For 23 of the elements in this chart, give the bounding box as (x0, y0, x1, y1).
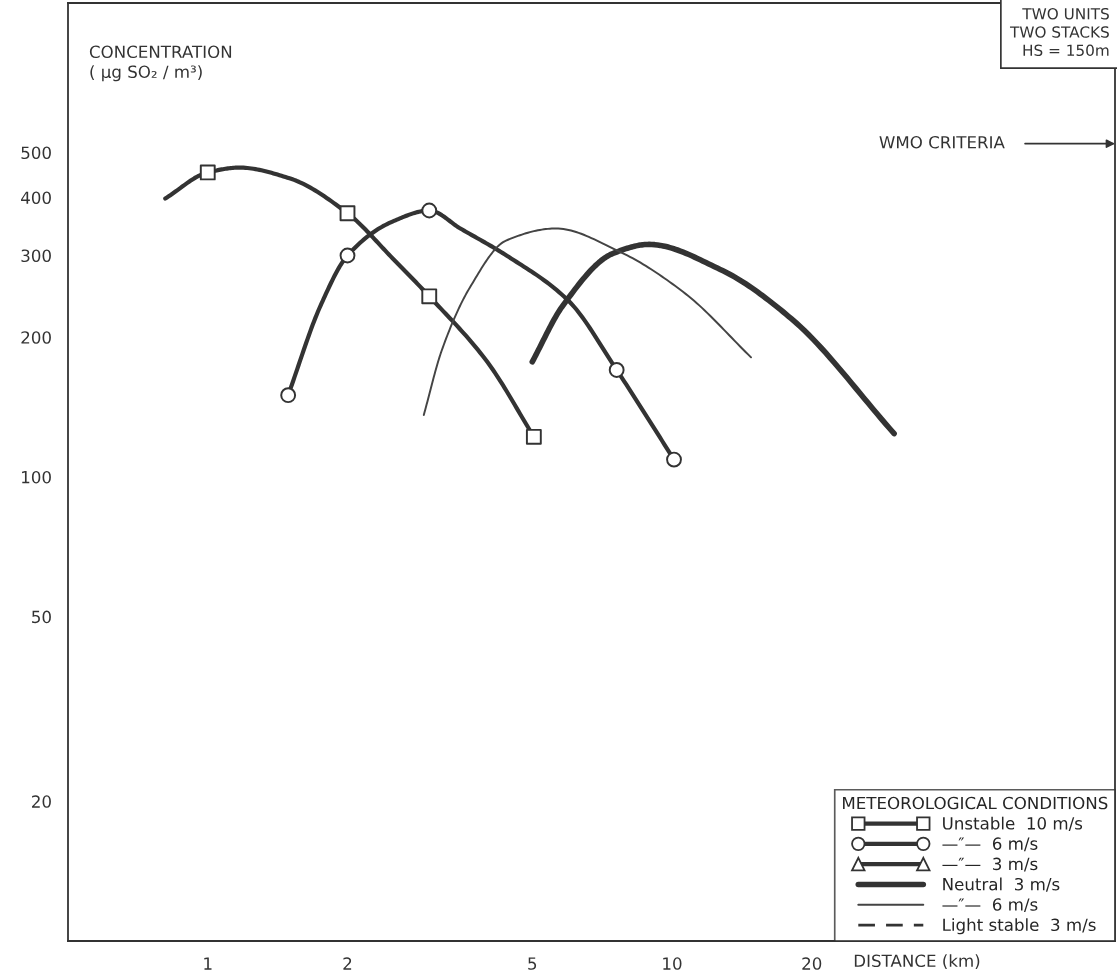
legend-title: METEOROLOGICAL CONDITIONS (843, 796, 1108, 810)
legend-label: —″— 6 m/s (942, 898, 1038, 913)
x-tick-label: 10 (663, 957, 682, 970)
x-tick-label: 2 (343, 957, 352, 970)
annotation: WMO CRITERIA (879, 135, 1005, 149)
y-axis-title: CONCENTRATION ( μg SO₂ / m³) (89, 45, 232, 82)
y-tick-label: 500 (21, 146, 51, 160)
legend-label: Light stable 3 m/s (943, 918, 1096, 935)
x-tick-label: 20 (802, 957, 822, 970)
legend-label: —″— 3 m/s (942, 857, 1038, 872)
annotation: TWO UNITS TWO STACKS HS = 150m (1009, 7, 1109, 57)
y-tick-label: 50 (32, 610, 51, 624)
y-tick-label: 100 (22, 470, 51, 484)
y-tick-label: 300 (21, 249, 51, 263)
y-tick-label: 20 (32, 795, 51, 808)
x-tick-label: 5 (528, 957, 537, 970)
x-axis-title: DISTANCE (km) (854, 954, 980, 970)
legend-label: —″— 6 m/s (942, 837, 1038, 852)
legend-label: Unstable 10 m/s (943, 816, 1083, 831)
y-tick-label: 200 (21, 331, 51, 344)
x-tick-label: 1 (204, 957, 212, 970)
y-tick-label: 400 (21, 191, 51, 205)
legend-label: Neutral 3 m/s (943, 877, 1060, 892)
